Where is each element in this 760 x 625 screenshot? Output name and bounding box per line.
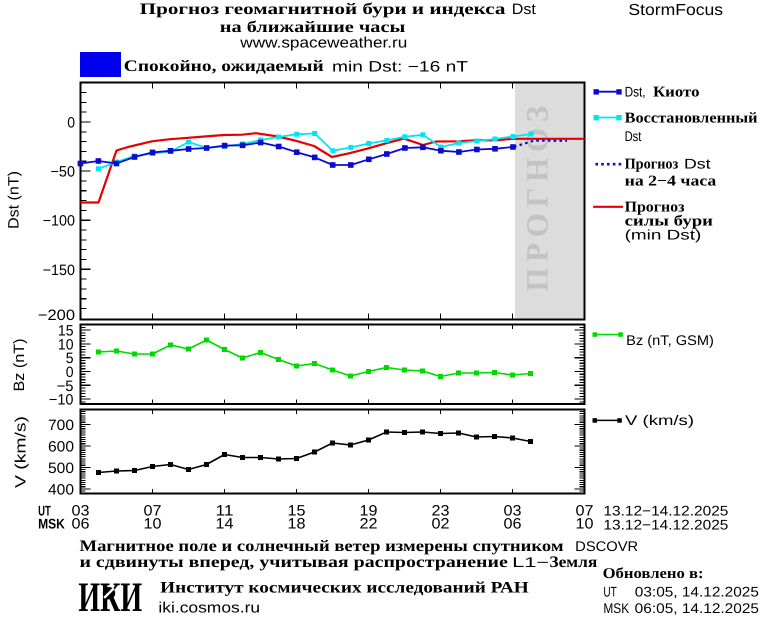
svg-text:0: 0 bbox=[66, 364, 74, 381]
svg-text:03: 03 bbox=[504, 503, 522, 520]
svg-text:Прогноз: Прогноз bbox=[625, 199, 685, 215]
svg-text:15: 15 bbox=[58, 323, 74, 340]
svg-text:Dst,: Dst, bbox=[625, 84, 646, 100]
svg-text:V (km/s): V (km/s) bbox=[13, 416, 30, 488]
svg-text:07: 07 bbox=[576, 503, 594, 520]
svg-text:11: 11 bbox=[216, 503, 234, 520]
svg-text:DSCOVR: DSCOVR bbox=[575, 538, 638, 554]
svg-text:13.12−14.12.2025: 13.12−14.12.2025 bbox=[603, 502, 728, 518]
svg-text:Bz (nT): Bz (nT) bbox=[11, 338, 28, 391]
svg-text:14: 14 bbox=[216, 515, 234, 532]
svg-text:18: 18 bbox=[288, 515, 306, 532]
svg-text:600: 600 bbox=[48, 438, 74, 455]
svg-text:Dst: Dst bbox=[684, 155, 711, 171]
svg-text:V (km/s): V (km/s) bbox=[625, 412, 694, 428]
svg-text:10: 10 bbox=[144, 515, 162, 532]
svg-text:−50: −50 bbox=[51, 164, 76, 181]
svg-text:и сдвинуты вперед, учитывая ра: и сдвинуты вперед, учитывая распростране… bbox=[80, 554, 508, 571]
svg-text:02: 02 bbox=[432, 515, 450, 532]
svg-text:Обновлено в:: Обновлено в: bbox=[603, 566, 704, 582]
svg-text:Восстановленный: Восстановленный bbox=[625, 111, 758, 127]
svg-text:03:05, 14.12.2025: 03:05, 14.12.2025 bbox=[635, 584, 759, 600]
svg-text:(min Dst): (min Dst) bbox=[625, 227, 702, 243]
svg-text:StormFocus: StormFocus bbox=[628, 2, 723, 19]
svg-text:www.spaceweather.ru: www.spaceweather.ru bbox=[239, 35, 407, 52]
svg-text:MSK: MSK bbox=[38, 515, 65, 531]
svg-text:на 2−4 часа: на 2−4 часа bbox=[625, 173, 717, 189]
svg-text:5: 5 bbox=[66, 350, 74, 367]
svg-text:Dst: Dst bbox=[625, 128, 642, 144]
svg-text:UT: UT bbox=[38, 503, 51, 519]
svg-text:iki.cosmos.ru: iki.cosmos.ru bbox=[158, 599, 260, 616]
svg-text:15: 15 bbox=[288, 503, 306, 520]
svg-text:min Dst: −16 nT: min Dst: −16 nT bbox=[332, 59, 468, 76]
svg-text:Dst (nT): Dst (nT) bbox=[5, 171, 22, 229]
svg-text:Магнитное поле и солнечный вет: Магнитное поле и солнечный ветер измерен… bbox=[80, 538, 564, 555]
svg-text:06: 06 bbox=[72, 515, 90, 532]
svg-text:UT: UT bbox=[603, 584, 617, 600]
svg-text:MSK: MSK bbox=[603, 600, 629, 616]
svg-text:Прогноз: Прогноз bbox=[625, 156, 679, 172]
svg-text:06: 06 bbox=[504, 515, 522, 532]
svg-text:10: 10 bbox=[58, 336, 74, 353]
svg-text:19: 19 bbox=[360, 503, 378, 520]
svg-text:Институт космических исследова: Институт космических исследований РАН bbox=[160, 580, 529, 597]
svg-text:Спокойно, ожидаемый: Спокойно, ожидаемый bbox=[124, 58, 324, 75]
svg-text:Земля: Земля bbox=[549, 554, 597, 571]
svg-text:Киото: Киото bbox=[653, 85, 700, 101]
svg-text:700: 700 bbox=[48, 417, 74, 434]
svg-text:на ближайшие часы: на ближайшие часы bbox=[220, 19, 406, 36]
svg-text:Dst: Dst bbox=[512, 1, 537, 18]
svg-text:−150: −150 bbox=[43, 262, 75, 279]
svg-text:−10: −10 bbox=[49, 392, 74, 409]
svg-text:03: 03 bbox=[72, 503, 90, 520]
svg-text:400: 400 bbox=[48, 481, 74, 498]
svg-text:10: 10 bbox=[576, 515, 594, 532]
svg-text:23: 23 bbox=[432, 503, 450, 520]
svg-text:−200: −200 bbox=[38, 307, 75, 324]
svg-text:L1−: L1− bbox=[512, 554, 549, 570]
svg-text:13.12−14.12.2025: 13.12−14.12.2025 bbox=[603, 516, 728, 532]
svg-text:500: 500 bbox=[48, 460, 74, 477]
svg-text:силы бури: силы бури bbox=[625, 214, 714, 230]
svg-text:06:05, 14.12.2025: 06:05, 14.12.2025 bbox=[635, 600, 760, 616]
svg-text:−100: −100 bbox=[43, 213, 75, 230]
svg-text:Bz (nT, GSM): Bz (nT, GSM) bbox=[626, 332, 714, 348]
svg-text:22: 22 bbox=[360, 515, 378, 532]
svg-text:ПРОГНОЗ: ПРОГНОЗ bbox=[520, 106, 555, 292]
svg-text:−5: −5 bbox=[57, 378, 74, 395]
svg-text:0: 0 bbox=[67, 115, 75, 132]
svg-text:07: 07 bbox=[144, 503, 162, 520]
svg-text:Прогноз геомагнитной бури и ин: Прогноз геомагнитной бури и индекса bbox=[140, 1, 506, 18]
